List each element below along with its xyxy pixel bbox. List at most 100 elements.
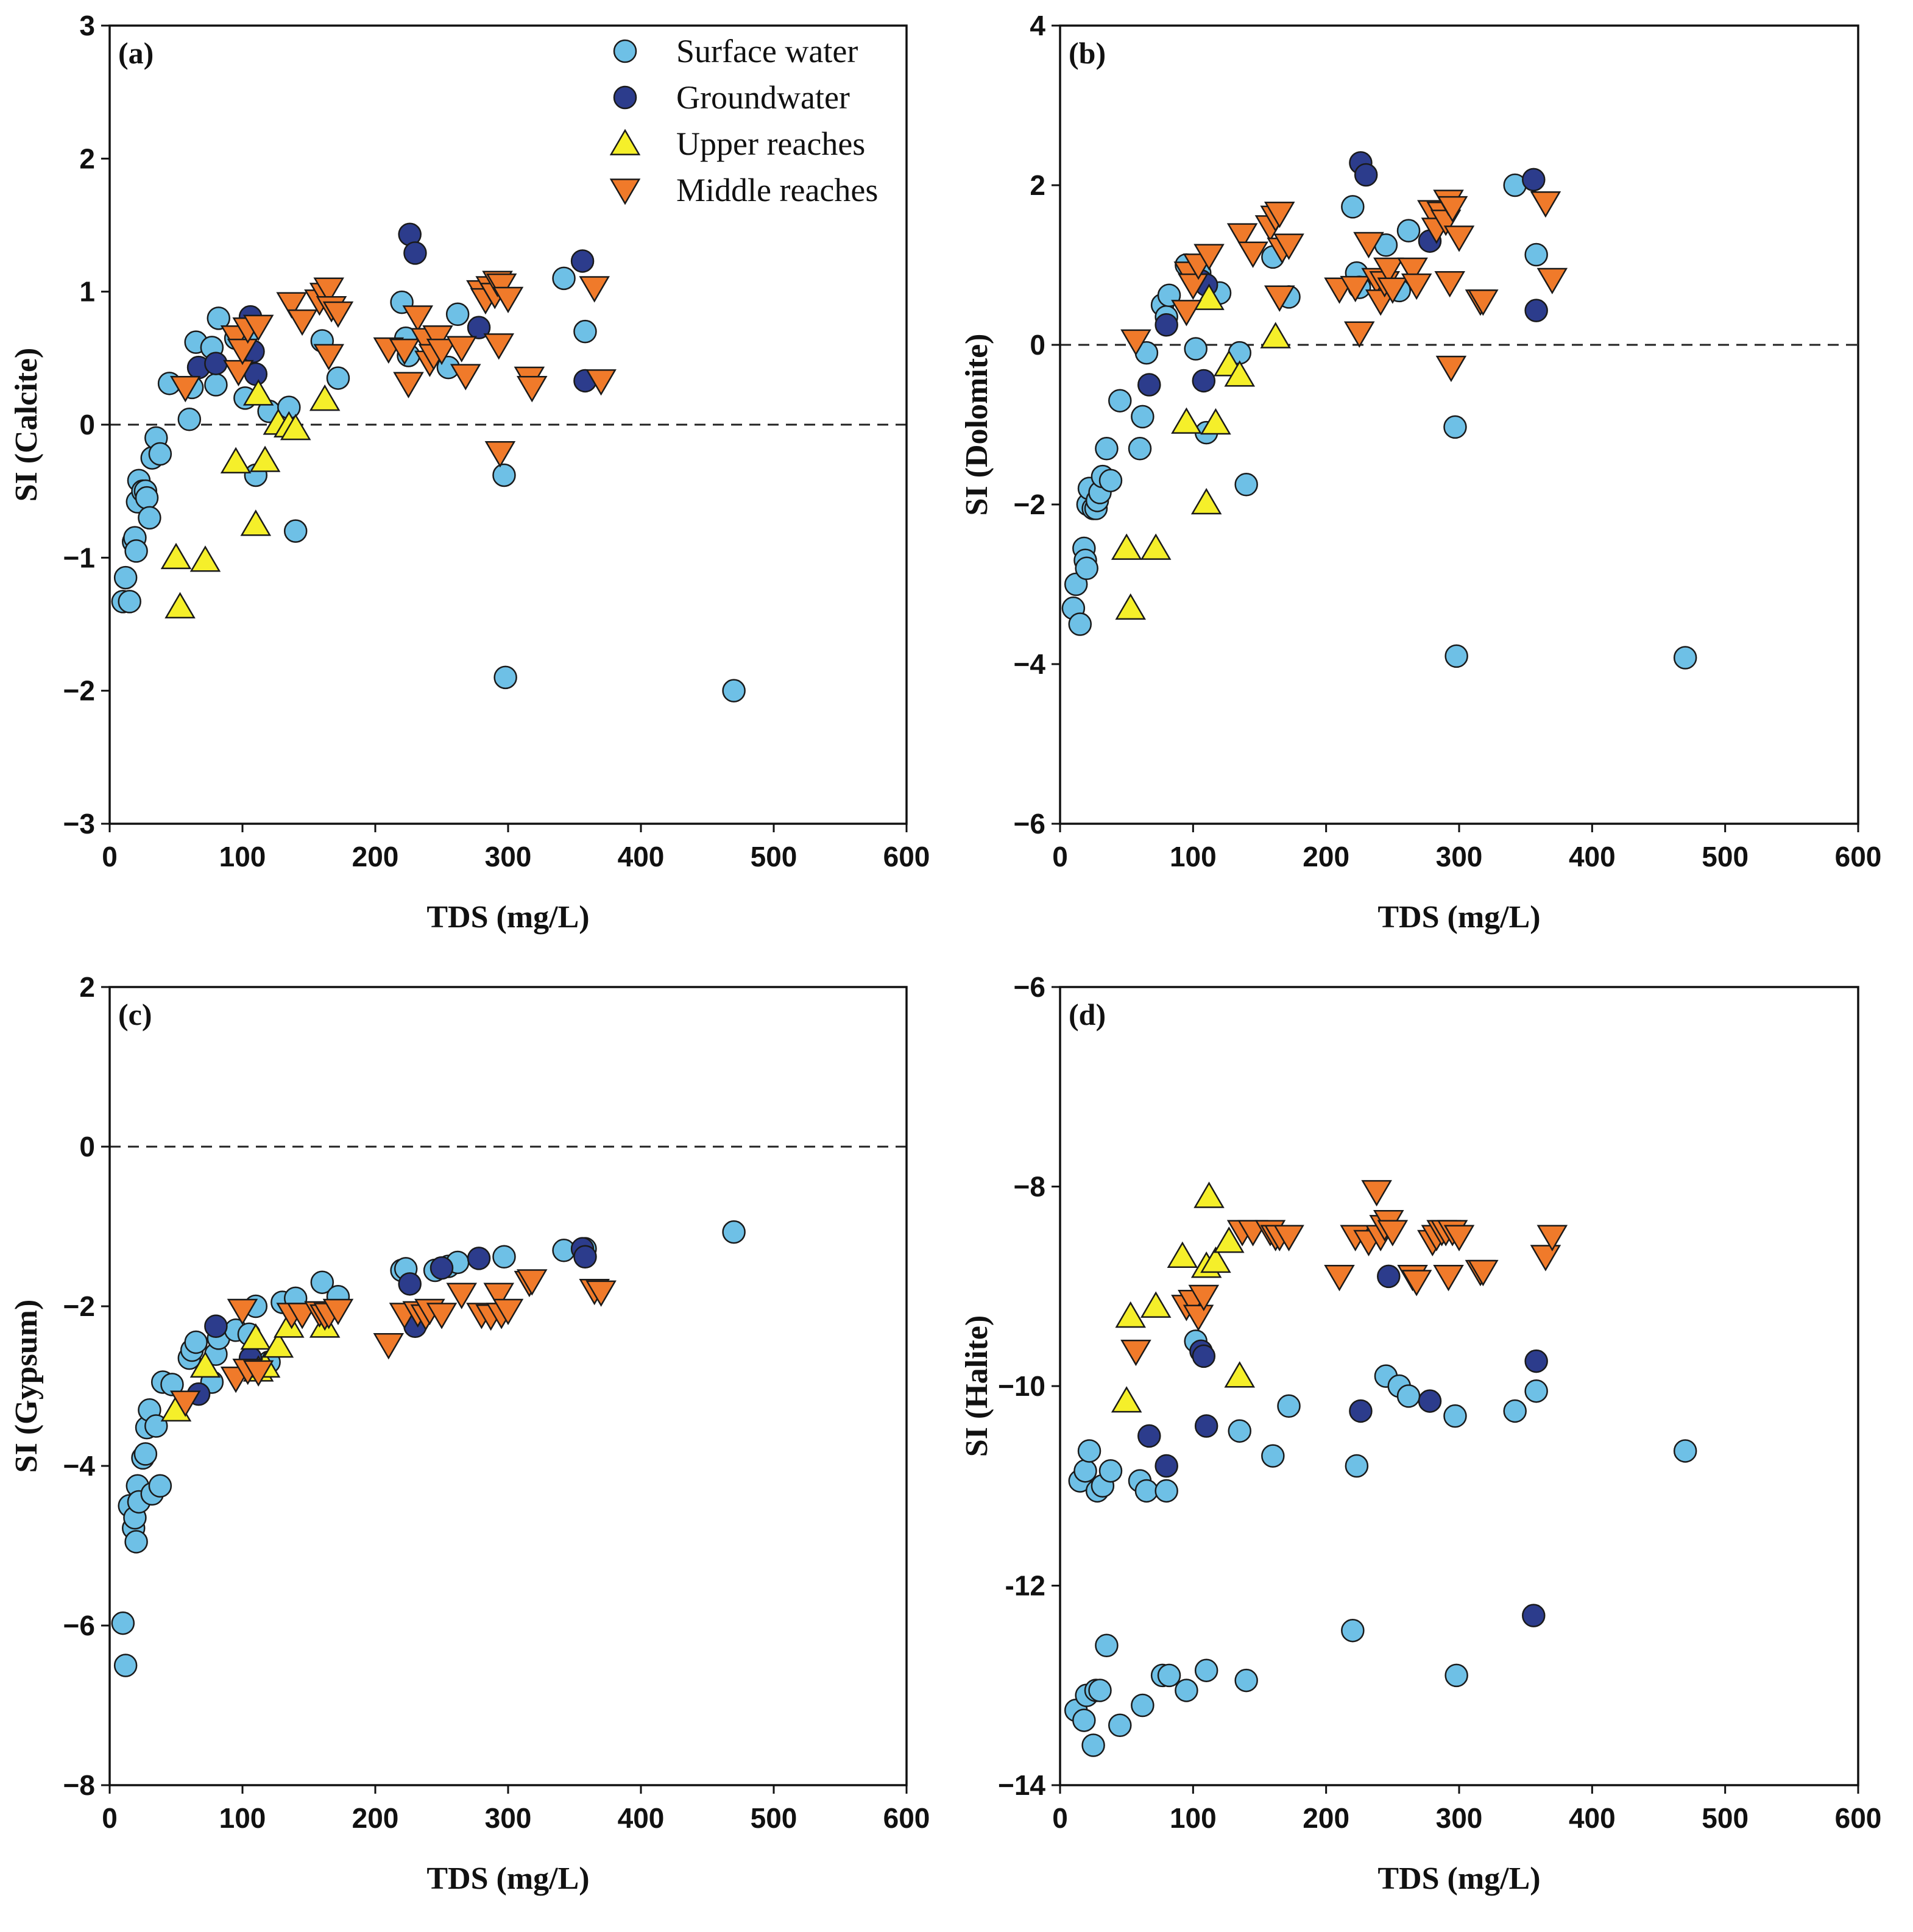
y-tick-label: 2 xyxy=(79,971,95,1003)
x-tick-label: 600 xyxy=(1835,841,1882,872)
data-point-upper xyxy=(1214,1226,1245,1253)
y-tick-label: 0 xyxy=(79,409,95,441)
data-point-surface xyxy=(1443,415,1467,439)
data-point-ground xyxy=(204,352,228,375)
x-tick-label: 300 xyxy=(1436,1802,1483,1834)
y-tick-label: -12 xyxy=(1005,1570,1045,1602)
data-point-middle xyxy=(446,336,477,363)
x-tick-label: 0 xyxy=(102,841,118,872)
data-point-surface xyxy=(1443,1404,1467,1428)
data-point-middle xyxy=(483,333,515,360)
data-point-surface xyxy=(1131,1693,1155,1718)
legend-label: Groundwater xyxy=(676,79,850,116)
data-point-middle xyxy=(322,301,354,328)
data-point-surface xyxy=(135,486,159,510)
data-point-surface xyxy=(492,1245,516,1269)
data-point-surface xyxy=(493,665,517,690)
data-point-middle xyxy=(1434,271,1465,298)
data-point-middle xyxy=(322,1298,354,1326)
data-point-upper xyxy=(1224,360,1256,387)
data-point-upper xyxy=(164,592,196,618)
data-point-upper xyxy=(1167,1241,1198,1268)
data-point-ground xyxy=(403,241,427,265)
data-point-middle xyxy=(1340,275,1371,303)
data-point-middle xyxy=(422,325,453,352)
data-point-surface xyxy=(1072,1708,1096,1732)
data-point-ground xyxy=(1137,373,1161,397)
data-point-ground xyxy=(204,1314,228,1338)
panel-a: 0 100 200 300 400 500 600 −3 −2 −1 0 1 2 3 TDS (mg/L) S… xyxy=(9,10,930,935)
data-point-middle xyxy=(227,338,258,366)
data-point-middle xyxy=(446,1283,477,1309)
panel-d: 0 100 200 300 400 500 600 −14 -12 −10 −8 −6 TDS (mg/… xyxy=(960,971,1881,1896)
legend-item-ground: Groundwater xyxy=(613,79,850,116)
data-point-surface xyxy=(1134,1479,1159,1503)
data-point-surface xyxy=(1175,1679,1198,1702)
legend: Surface water Groundwater Upper reaches Mid… xyxy=(609,33,878,208)
data-point-ground xyxy=(1194,1414,1218,1438)
x-axis-title: TDS (mg/L) xyxy=(426,1861,589,1896)
data-point-middle xyxy=(1377,1220,1409,1247)
data-point-middle xyxy=(492,286,524,314)
data-point-middle xyxy=(486,273,517,300)
data-point-ground xyxy=(1155,1454,1178,1478)
data-point-middle xyxy=(1264,202,1295,228)
data-point-surface xyxy=(160,1373,184,1396)
data-point-middle xyxy=(1443,1225,1475,1251)
y-tick-label: 0 xyxy=(1030,329,1045,361)
series-upper xyxy=(1111,1181,1256,1413)
data-point-surface xyxy=(177,408,202,431)
series-surface xyxy=(111,1220,746,1677)
data-point-ground xyxy=(573,1245,597,1269)
x-tick-label: 400 xyxy=(1569,841,1616,872)
data-point-middle xyxy=(1530,191,1561,218)
y-tick-label: 2 xyxy=(1030,169,1045,201)
data-point-middle xyxy=(1433,1265,1464,1292)
data-point-upper xyxy=(263,1331,294,1358)
data-point-middle xyxy=(1193,244,1225,271)
data-point-upper xyxy=(1193,1181,1225,1208)
data-point-surface xyxy=(1345,1454,1369,1478)
data-point-ground xyxy=(1522,1604,1546,1627)
data-point-surface xyxy=(148,1474,172,1498)
data-point-middle xyxy=(516,1269,548,1296)
data-point-middle xyxy=(1536,267,1568,295)
data-point-surface xyxy=(1128,437,1152,461)
x-tick-label: 500 xyxy=(1702,841,1749,872)
data-point-middle xyxy=(1353,232,1384,259)
data-point-upper xyxy=(1260,322,1291,349)
data-point-middle xyxy=(223,359,254,387)
data-point-surface xyxy=(207,306,231,330)
legend-label: Surface water xyxy=(676,33,858,69)
data-point-middle xyxy=(426,1303,458,1329)
data-point-middle xyxy=(1468,289,1499,316)
y-tick-label: −10 xyxy=(998,1370,1045,1402)
data-point-middle xyxy=(402,305,434,332)
data-point-middle xyxy=(1468,1259,1499,1287)
x-tick-label: 200 xyxy=(1303,841,1349,872)
data-point-ground xyxy=(1524,1349,1548,1373)
data-point-upper xyxy=(189,545,221,572)
x-tick-label: 200 xyxy=(352,841,399,872)
data-point-middle xyxy=(585,369,617,396)
data-point-upper xyxy=(220,447,252,473)
legend-marker-surface xyxy=(613,39,637,63)
y-axis-title: SI (Gypsum) xyxy=(9,1300,44,1473)
series-middle xyxy=(169,1269,617,1417)
data-point-upper xyxy=(1140,1291,1172,1318)
data-point-surface xyxy=(1157,1663,1181,1688)
series-ground xyxy=(1137,1264,1548,1627)
data-point-upper xyxy=(189,1351,221,1378)
x-tick-label: 500 xyxy=(751,841,797,872)
data-point-middle xyxy=(1120,329,1151,356)
legend-item-upper: Upper reaches xyxy=(609,126,865,162)
data-point-ground xyxy=(1524,299,1548,322)
data-point-upper xyxy=(1171,407,1202,434)
series-upper xyxy=(1111,283,1291,620)
data-point-surface xyxy=(204,373,228,397)
data-point-upper xyxy=(1140,533,1172,560)
series-middle xyxy=(169,271,617,468)
y-tick-label: 3 xyxy=(79,10,95,41)
y-tick-label: −6 xyxy=(1014,808,1045,840)
